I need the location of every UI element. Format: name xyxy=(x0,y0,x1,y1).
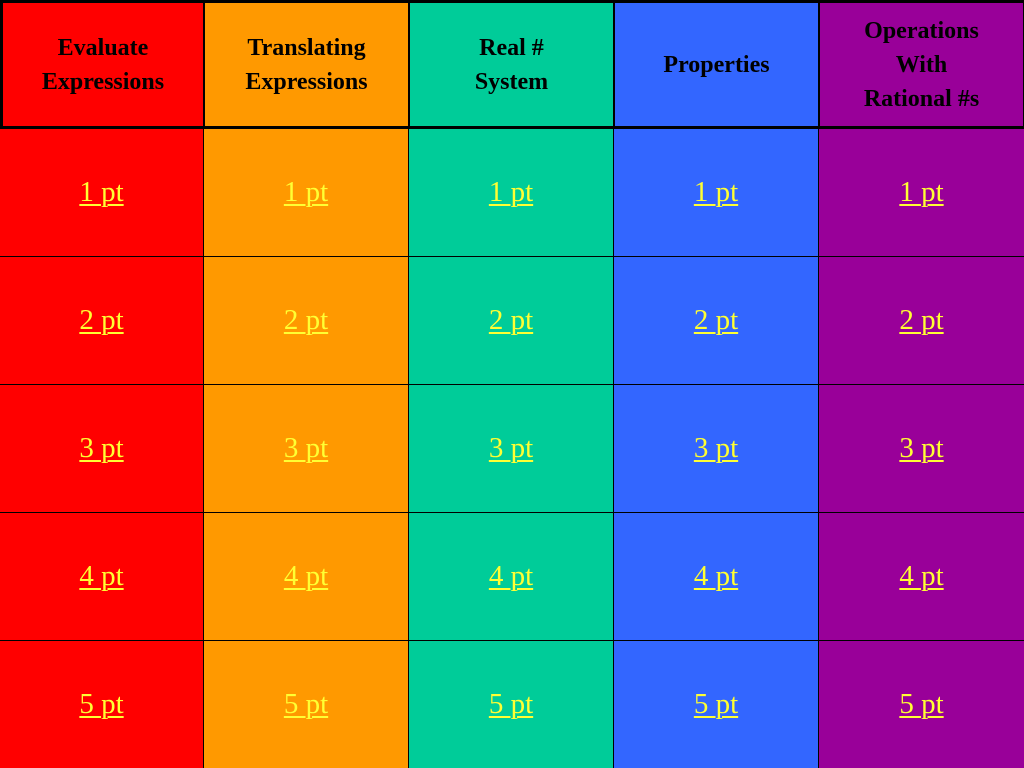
category-header-real-number-system: Real # System xyxy=(409,0,614,129)
point-link-real-system-4[interactable]: 4 pt xyxy=(488,560,534,592)
board-cell: 3 pt xyxy=(204,385,409,513)
board-cell: 3 pt xyxy=(409,385,614,513)
point-link-real-system-5[interactable]: 5 pt xyxy=(488,688,534,720)
board-cell: 1 pt xyxy=(819,129,1024,257)
point-link-operations-3[interactable]: 3 pt xyxy=(899,432,944,464)
point-link-evaluate-5[interactable]: 5 pt xyxy=(79,688,124,720)
board-cell: 5 pt xyxy=(614,641,819,768)
board-cell: 4 pt xyxy=(0,513,204,641)
point-link-properties-3[interactable]: 3 pt xyxy=(693,432,739,464)
board-cell: 5 pt xyxy=(0,641,204,768)
point-link-properties-2[interactable]: 2 pt xyxy=(693,304,739,336)
board-cell: 3 pt xyxy=(819,385,1024,513)
board-cell: 3 pt xyxy=(0,385,204,513)
category-header-properties: Properties xyxy=(614,0,819,129)
point-link-properties-5[interactable]: 5 pt xyxy=(693,688,739,720)
point-link-properties-1[interactable]: 1 pt xyxy=(693,176,739,208)
board-cell: 4 pt xyxy=(204,513,409,641)
point-link-translating-3[interactable]: 3 pt xyxy=(283,432,329,464)
point-link-operations-1[interactable]: 1 pt xyxy=(899,176,944,208)
point-link-translating-2[interactable]: 2 pt xyxy=(283,304,329,336)
board-cell: 2 pt xyxy=(409,257,614,385)
point-link-operations-4[interactable]: 4 pt xyxy=(899,560,944,592)
category-header-operations-rational: Operations With Rational #s xyxy=(819,0,1024,129)
board-cell: 5 pt xyxy=(819,641,1024,768)
board-cell: 5 pt xyxy=(409,641,614,768)
board-cell: 4 pt xyxy=(819,513,1024,641)
point-link-evaluate-1[interactable]: 1 pt xyxy=(79,176,124,208)
board-cell: 3 pt xyxy=(614,385,819,513)
point-link-translating-5[interactable]: 5 pt xyxy=(283,688,329,720)
board-cell: 1 pt xyxy=(409,129,614,257)
board-cell: 2 pt xyxy=(0,257,204,385)
board-cell: 2 pt xyxy=(819,257,1024,385)
point-link-real-system-3[interactable]: 3 pt xyxy=(488,432,534,464)
board-cell: 4 pt xyxy=(409,513,614,641)
point-link-operations-2[interactable]: 2 pt xyxy=(899,304,944,336)
point-link-evaluate-3[interactable]: 3 pt xyxy=(79,432,124,464)
board-cell: 1 pt xyxy=(0,129,204,257)
board-cell: 1 pt xyxy=(614,129,819,257)
board-cell: 5 pt xyxy=(204,641,409,768)
point-link-translating-1[interactable]: 1 pt xyxy=(283,176,329,208)
point-link-real-system-1[interactable]: 1 pt xyxy=(488,176,534,208)
point-link-operations-5[interactable]: 5 pt xyxy=(899,688,944,720)
category-header-evaluate-expressions: Evaluate Expressions xyxy=(0,0,204,129)
point-link-properties-4[interactable]: 4 pt xyxy=(693,560,739,592)
point-link-translating-4[interactable]: 4 pt xyxy=(283,560,329,592)
board-cell: 4 pt xyxy=(614,513,819,641)
point-link-real-system-2[interactable]: 2 pt xyxy=(488,304,534,336)
point-link-evaluate-4[interactable]: 4 pt xyxy=(79,560,124,592)
category-header-translating-expressions: Translating Expressions xyxy=(204,0,409,129)
board-cell: 1 pt xyxy=(204,129,409,257)
point-link-evaluate-2[interactable]: 2 pt xyxy=(79,304,124,336)
board-cell: 2 pt xyxy=(614,257,819,385)
board-cell: 2 pt xyxy=(204,257,409,385)
